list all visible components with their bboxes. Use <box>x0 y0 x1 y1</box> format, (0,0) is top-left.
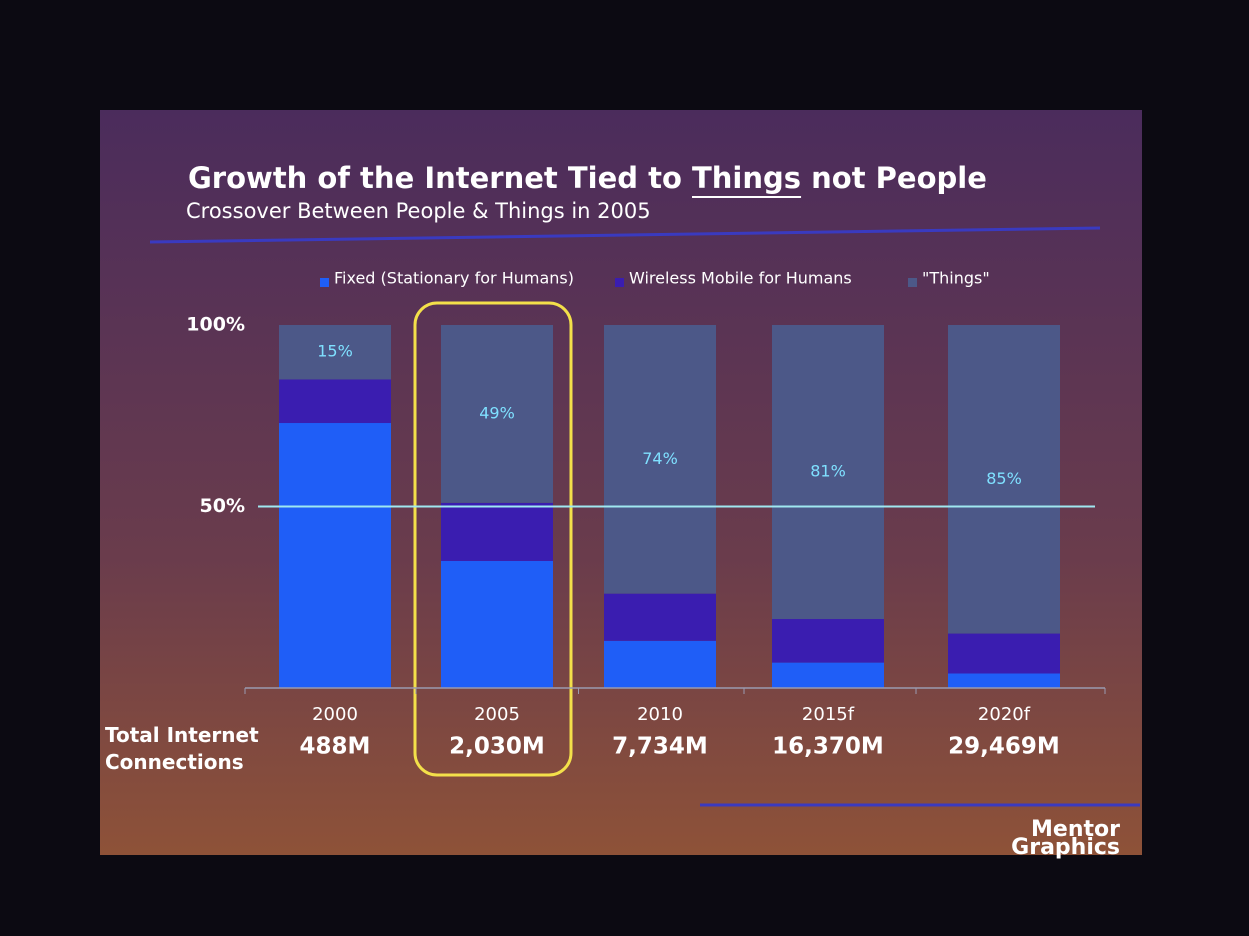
bar-segment <box>772 325 884 620</box>
bar-segment <box>604 325 716 594</box>
total-value: 7,734M <box>612 734 708 760</box>
x-tick-label: 2010 <box>637 704 683 725</box>
data-label: 74% <box>642 449 678 468</box>
data-label: 85% <box>986 469 1022 488</box>
bar-segment <box>279 325 391 380</box>
total-value: 16,370M <box>772 734 884 760</box>
x-tick-label: 2020f <box>978 704 1031 725</box>
logo-line: Mentor <box>1031 817 1120 842</box>
legend-swatch <box>320 278 329 287</box>
x-tick-label: 2000 <box>312 704 358 725</box>
total-value: 2,030M <box>449 734 545 760</box>
y-tick-label: 50% <box>200 495 245 517</box>
x-tick-label: 2015f <box>802 704 855 725</box>
bar-segment <box>441 560 553 688</box>
bar-segment <box>948 633 1060 674</box>
bar-segment <box>441 325 553 503</box>
total-value: 488M <box>300 734 371 760</box>
data-label: 81% <box>810 462 846 481</box>
bar-segment <box>948 325 1060 634</box>
y-tick-label: 100% <box>186 314 245 336</box>
logo-line: Graphics <box>1011 835 1120 860</box>
bar-segment <box>604 640 716 688</box>
bar-segment <box>279 423 391 688</box>
x-tick-label: 2005 <box>474 704 520 725</box>
legend-swatch <box>908 278 917 287</box>
bar-segment <box>948 673 1060 688</box>
legend-label: "Things" <box>922 269 990 288</box>
totals-label: Total Internet Connections <box>105 723 259 774</box>
total-value: 29,469M <box>948 734 1060 760</box>
title-rule <box>149 226 1101 244</box>
data-label: 49% <box>479 403 515 422</box>
data-label: 15% <box>317 342 353 361</box>
legend-label: Wireless Mobile for Humans <box>629 269 852 288</box>
bar-segment <box>279 379 391 424</box>
bar-segment <box>604 593 716 641</box>
bar-segment <box>441 502 553 561</box>
bar-segment <box>772 619 884 663</box>
bar-segment <box>772 662 884 688</box>
legend-label: Fixed (Stationary for Humans) <box>334 269 574 288</box>
chart-subtitle: Crossover Between People & Things in 200… <box>186 199 651 223</box>
highlight-box <box>413 301 573 777</box>
legend-swatch <box>615 278 624 287</box>
chart-title: Growth of the Internet Tied to Things no… <box>188 161 987 195</box>
